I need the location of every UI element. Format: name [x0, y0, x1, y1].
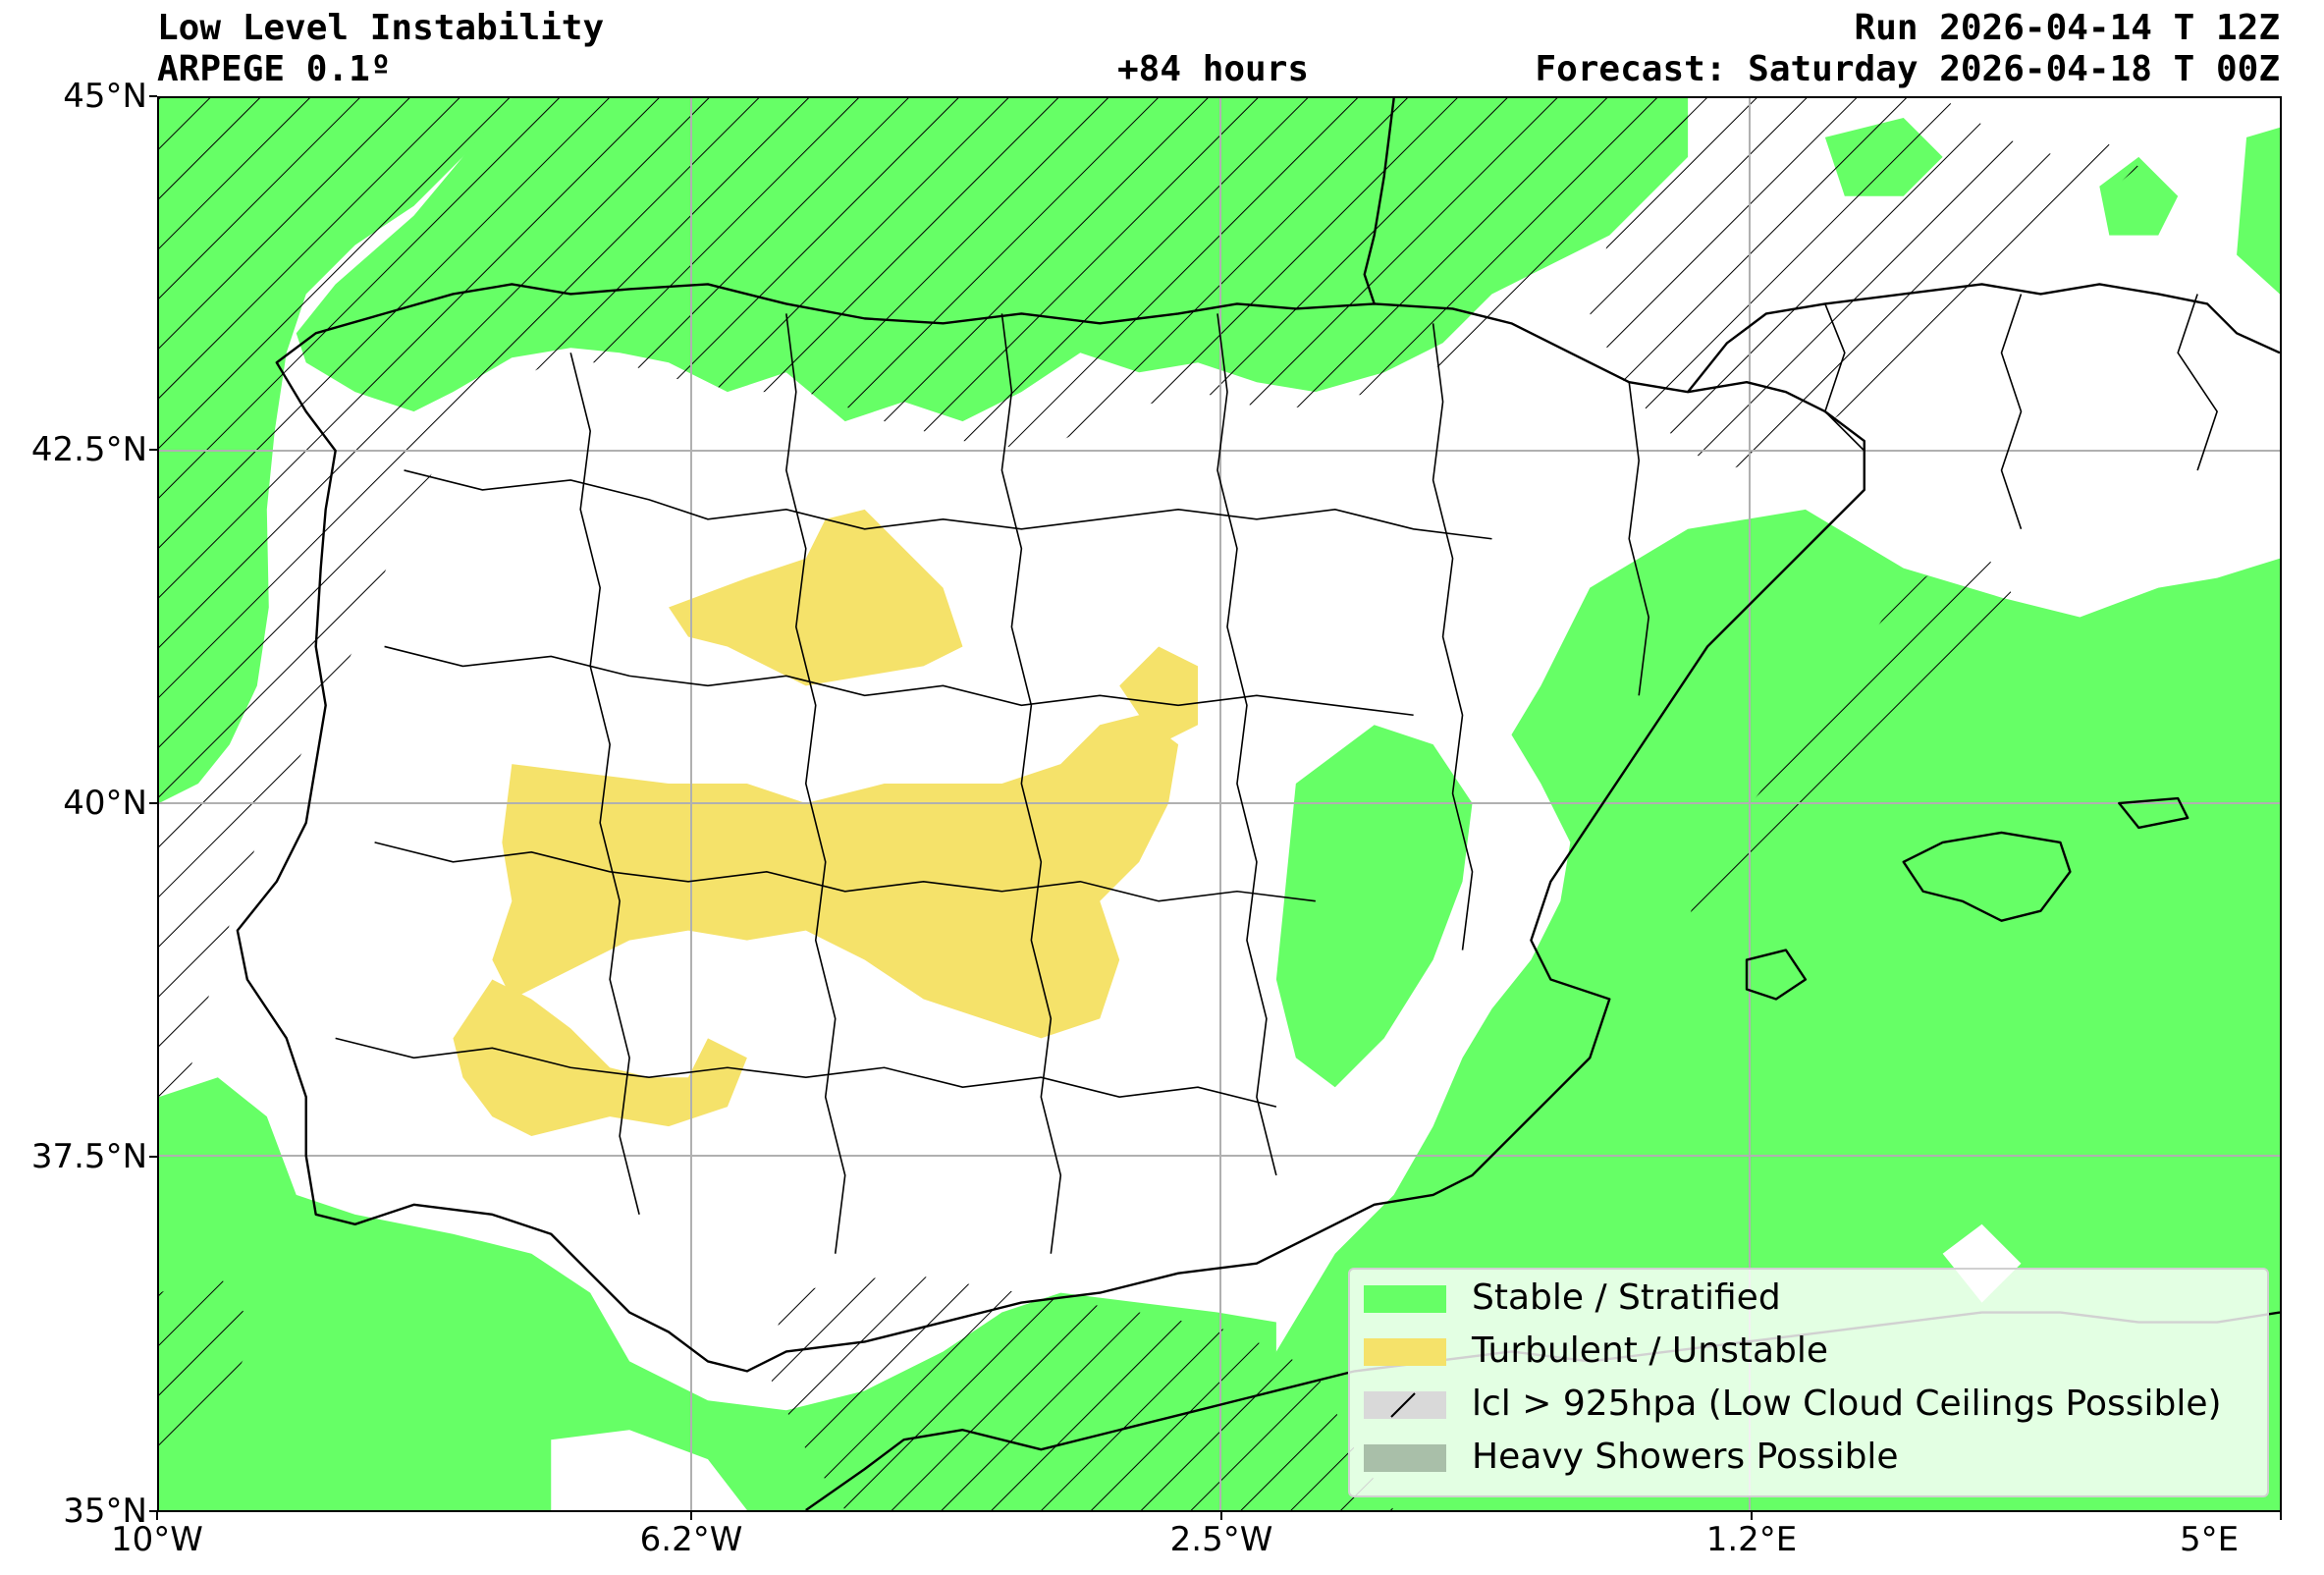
hatch-area-northeast	[1590, 98, 2139, 470]
legend-swatch-showers	[1364, 1444, 1446, 1472]
y-tickmark	[149, 95, 157, 97]
y-tick-label: 37.5°N	[30, 1137, 147, 1176]
y-tick-label: 45°N	[63, 77, 147, 116]
lead-time-label: +84 hours	[1117, 49, 1310, 89]
y-tick-label: 40°N	[63, 784, 147, 823]
x-tick-label: 5°E	[2179, 1520, 2240, 1559]
y-tickmark	[149, 449, 157, 451]
x-tickmark	[1220, 1512, 1222, 1520]
turbulent-area-central	[492, 715, 1179, 1039]
x-tickmark	[2280, 1512, 2282, 1520]
legend-label-stable: Stable / Stratified	[1472, 1277, 1781, 1318]
stable-area-east-inland	[1275, 725, 1473, 1088]
iberia-coastline	[236, 283, 1865, 1373]
turbulent-area-south	[453, 979, 747, 1137]
x-tickmark	[690, 1512, 692, 1520]
x-tick-label: 10°W	[111, 1520, 203, 1559]
map-title: Low Level Instability	[157, 8, 605, 48]
hatch-area-southwest-edge	[159, 1273, 257, 1470]
ibiza-island	[1745, 949, 1808, 1001]
y-tick-label: 35°N	[63, 1492, 147, 1531]
turbulent-area-north	[669, 509, 963, 686]
y-tick-label: 42.5°N	[30, 430, 147, 469]
stable-area-mediterranean	[1236, 509, 2280, 1510]
y-tickmark	[149, 802, 157, 804]
hatch-area-south	[766, 1273, 1394, 1510]
y-tickmark	[149, 1156, 157, 1158]
legend-swatch-lcl	[1364, 1391, 1446, 1419]
model-label: ARPEGE 0.1º	[157, 49, 392, 89]
clear-area-north-africa	[551, 1223, 2022, 1510]
x-tickmark	[156, 1512, 158, 1520]
hatch-area-northwest	[159, 98, 1689, 1137]
hatch-area-east-coast	[1688, 548, 2022, 921]
map-legend: Stable / Stratified Turbulent / Unstable…	[1348, 1268, 2269, 1497]
x-tick-label: 6.2°W	[639, 1520, 743, 1559]
y-tickmark	[149, 1510, 157, 1512]
turbulent-area-east	[1119, 646, 1199, 745]
forecast-label: Forecast: Saturday 2026-04-18 T 00Z	[1535, 49, 2280, 89]
provincial-borders	[335, 294, 2218, 1254]
map-panel[interactable]	[157, 96, 2282, 1512]
mallorca-island	[1902, 831, 2072, 922]
x-tickmark	[1751, 1512, 1753, 1520]
menorca-island	[2118, 796, 2189, 830]
legend-label-lcl: lcl > 925hpa (Low Cloud Ceilings Possibl…	[1472, 1384, 2222, 1424]
legend-swatch-stable	[1364, 1285, 1446, 1313]
map-canvas[interactable]	[159, 98, 2280, 1510]
run-label: Run 2026-04-14 T 12Z	[1854, 8, 2280, 48]
legend-label-showers: Heavy Showers Possible	[1472, 1437, 1899, 1477]
x-tick-label: 2.5°W	[1169, 1520, 1273, 1559]
legend-swatch-turbulent	[1364, 1338, 1446, 1366]
france-coastline	[1363, 98, 2280, 393]
x-tick-label: 1.2°E	[1705, 1520, 1798, 1559]
legend-label-turbulent: Turbulent / Unstable	[1472, 1331, 1829, 1371]
